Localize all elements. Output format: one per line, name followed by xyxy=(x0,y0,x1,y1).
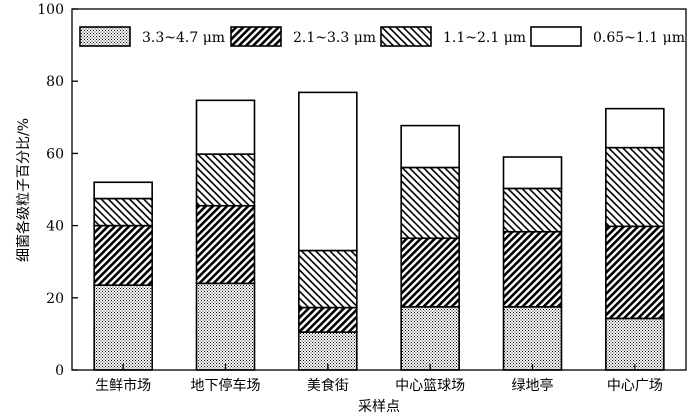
legend-label-4: 0.65~1.1 μm xyxy=(593,30,685,46)
bar-segment-1-series-4 xyxy=(93,181,153,200)
bar-segment-1-series-2 xyxy=(93,224,153,286)
legend-swatch-3 xyxy=(380,26,432,47)
bar-segment-3-series-2 xyxy=(298,306,358,333)
bar-segment-6-series-4 xyxy=(605,107,665,149)
bar-segment-4-series-4 xyxy=(400,124,460,169)
legend-swatch-4 xyxy=(530,26,582,47)
legend-label-2: 2.1~3.3 μm xyxy=(293,30,376,46)
bars-layer: 生鲜市场 地下停车场 美食街 中心篮球场 绿地亭 中心广场 xyxy=(93,91,665,394)
bar-segment-3-series-3 xyxy=(298,249,358,309)
x-tick-label: 美食街 xyxy=(307,377,349,394)
legend-label-3: 1.1~2.1 μm xyxy=(443,30,526,46)
y-tick-label: 40 xyxy=(46,219,64,235)
y-tick-label: 20 xyxy=(46,291,64,307)
bar-segment-2-series-2 xyxy=(195,204,256,285)
y-tick-label: 0 xyxy=(55,363,64,379)
y-axis-title: 细菌各级粒子百分比/% xyxy=(16,118,32,262)
x-tick-label: 绿地亭 xyxy=(512,377,554,394)
bar-segment-4-series-2 xyxy=(400,237,460,308)
bar-segment-5-series-1 xyxy=(502,306,563,371)
legend: 3.3~4.7 μm 2.1~3.3 μm 1.1~2.1 μm 0.65~1.1 μ… xyxy=(79,26,685,47)
axes-layer: 0 20 40 60 80 100 xyxy=(37,2,687,379)
bar-segment-2-series-4 xyxy=(195,99,256,155)
x-tick-label: 中心广场 xyxy=(607,378,663,394)
bar-segment-1-series-3 xyxy=(93,197,153,227)
bar-segment-4-series-3 xyxy=(400,166,460,240)
y-tick-label: 80 xyxy=(46,74,64,90)
bar-segment-5-series-3 xyxy=(502,187,563,233)
plot-frame xyxy=(71,8,687,371)
bar-segment-3-series-1 xyxy=(298,331,358,371)
bar-segment-5-series-2 xyxy=(502,230,563,308)
bar-segment-2-series-1 xyxy=(195,282,256,371)
bar-segment-6-series-3 xyxy=(605,146,665,228)
x-axis-title: 采样点 xyxy=(358,399,400,415)
x-tick-label: 地下停车场 xyxy=(191,377,261,394)
y-tick-label: 60 xyxy=(46,146,64,162)
legend-label-1: 3.3~4.7 μm xyxy=(142,30,225,46)
y-tick-label: 100 xyxy=(37,2,64,18)
x-tick-label: 生鲜市场 xyxy=(95,377,151,394)
bar-segment-6-series-2 xyxy=(605,225,665,320)
bar-segment-4-series-1 xyxy=(400,306,460,371)
legend-swatch-2 xyxy=(230,26,282,47)
bar-segment-2-series-3 xyxy=(195,153,256,207)
bar-segment-3-series-4 xyxy=(298,91,358,252)
x-tick-label: 中心篮球场 xyxy=(395,378,465,394)
bar-segment-6-series-1 xyxy=(605,317,665,371)
legend-swatch-1 xyxy=(79,26,131,47)
bar-segment-5-series-4 xyxy=(502,156,563,190)
bar-segment-1-series-1 xyxy=(93,284,153,371)
